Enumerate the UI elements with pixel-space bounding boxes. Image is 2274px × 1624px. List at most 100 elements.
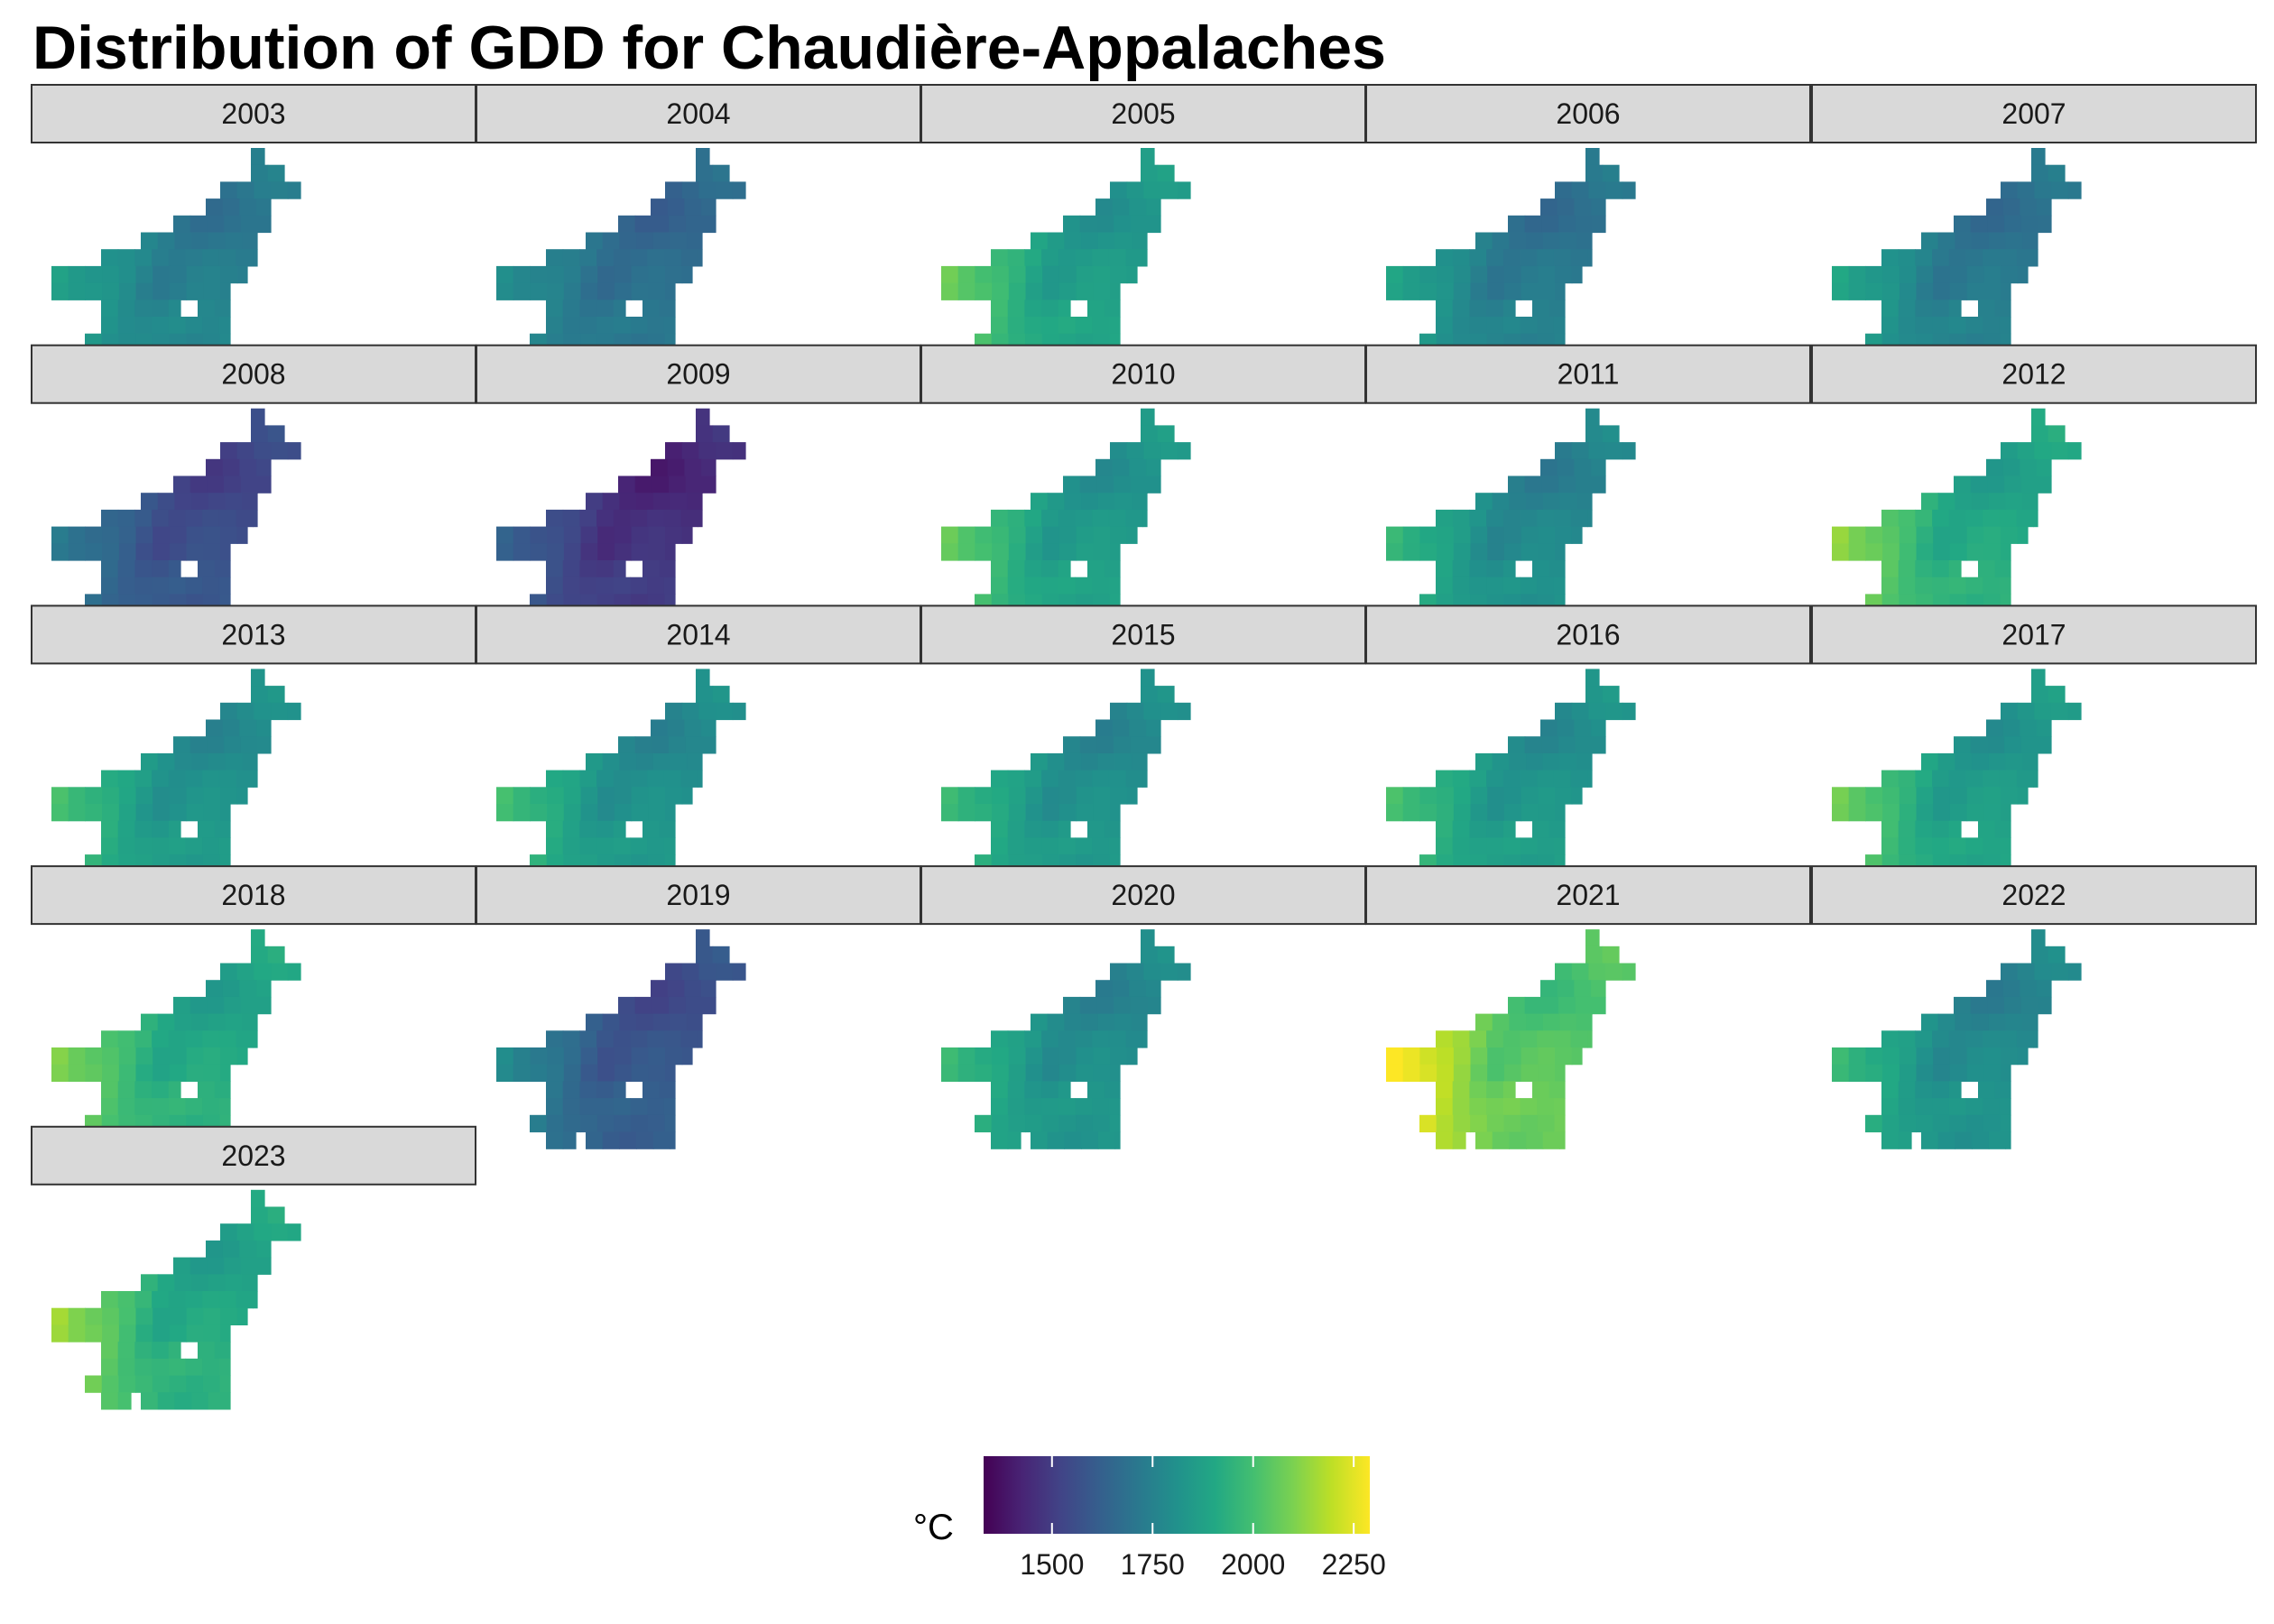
heatmap-cell <box>1093 1064 1111 1082</box>
heatmap-cell <box>218 770 237 788</box>
heatmap-cell <box>135 1307 153 1325</box>
heatmap-cell <box>1898 300 1916 318</box>
heatmap-cell <box>1509 232 1527 250</box>
heatmap-cell <box>1075 249 1093 267</box>
heatmap-cell <box>1542 1013 1561 1031</box>
heatmap-cell <box>1097 752 1116 771</box>
heatmap-cell <box>1622 963 1636 981</box>
heatmap-cell <box>1986 458 2004 477</box>
heatmap-cell <box>2031 164 2049 182</box>
heatmap-cell <box>1999 1030 2018 1048</box>
heatmap-cell <box>696 164 714 182</box>
facet-strip-label: 2008 <box>221 358 285 391</box>
heatmap-cell <box>1520 509 1538 528</box>
heatmap-cell <box>1141 686 1159 704</box>
heatmap-cell <box>1999 1098 2011 1116</box>
heatmap-cell <box>2051 702 2069 721</box>
heatmap-cell <box>597 1047 615 1066</box>
heatmap-cell <box>224 1257 242 1275</box>
heatmap-cell <box>251 148 265 166</box>
heatmap-cell <box>1972 1131 1990 1149</box>
heatmap-cell <box>1571 963 1589 981</box>
heatmap-cell <box>1591 980 1606 998</box>
heatmap-cell <box>214 1342 231 1360</box>
heatmap-cell <box>562 1098 580 1116</box>
heatmap-cell <box>202 837 220 855</box>
heatmap-cell <box>251 669 265 687</box>
heatmap-cell <box>1999 770 2018 788</box>
facet-strip-label: 2022 <box>2001 879 2066 911</box>
heatmap-cell <box>1524 215 1542 234</box>
heatmap-cell <box>1983 770 2001 788</box>
facet-strip-label: 2011 <box>1558 358 1620 391</box>
heatmap-cell <box>648 282 666 300</box>
heatmap-cell <box>1076 1114 1094 1133</box>
heatmap-cell <box>169 787 188 805</box>
heatmap-cell <box>1024 317 1042 335</box>
heatmap-cell <box>665 1047 683 1066</box>
heatmap-cell <box>1095 719 1114 737</box>
heatmap-cell <box>271 1223 289 1241</box>
heatmap-cell <box>1058 804 1077 822</box>
heatmap-cell <box>102 282 120 300</box>
heatmap-cell <box>224 736 242 754</box>
heatmap-cell <box>1571 1047 1583 1066</box>
heatmap-cell <box>670 232 688 250</box>
heatmap-cell <box>1469 560 1487 578</box>
heatmap-cell <box>1932 317 1950 335</box>
heatmap-cell <box>168 560 181 578</box>
heatmap-cell <box>563 265 582 284</box>
heatmap-cell <box>1965 1098 1983 1116</box>
heatmap-cell <box>1537 509 1555 528</box>
heatmap-cell <box>513 787 531 805</box>
heatmap-cell <box>173 475 191 494</box>
heatmap-cell <box>665 804 676 822</box>
heatmap-cell <box>1898 820 1916 838</box>
heatmap-cell <box>1146 719 1161 737</box>
heatmap-cell <box>152 770 170 788</box>
heatmap-cell <box>596 1081 615 1099</box>
heatmap-cell <box>168 509 187 528</box>
heatmap-cell <box>1469 1098 1487 1116</box>
heatmap-cell <box>101 1098 119 1116</box>
heatmap-cell <box>680 509 698 528</box>
heatmap-cell <box>1025 1064 1043 1082</box>
heatmap-cell <box>1087 300 1105 318</box>
heatmap-cell <box>1865 1114 1883 1133</box>
heatmap-cell <box>1469 577 1487 595</box>
heatmap-cell <box>169 526 188 544</box>
heatmap-cell <box>153 265 171 284</box>
heatmap-cell <box>251 686 269 704</box>
heatmap-cell <box>202 1375 221 1393</box>
heatmap-cell <box>1058 1064 1077 1082</box>
heatmap-cell <box>1540 458 1558 477</box>
heatmap-cell <box>218 577 231 595</box>
heatmap-cell <box>665 181 683 199</box>
heatmap-cell <box>1097 1013 1116 1031</box>
heatmap-cell <box>702 215 716 234</box>
heatmap-cell <box>1574 719 1592 737</box>
heatmap-cell <box>1881 509 1900 528</box>
heatmap-cell <box>630 317 648 335</box>
heatmap-cell <box>1932 249 1950 267</box>
heatmap-cell <box>586 752 604 771</box>
heatmap-cell <box>1587 249 1593 267</box>
heatmap-cell <box>1108 1030 1127 1048</box>
heatmap-cell <box>1520 770 1538 788</box>
heatmap-cell <box>135 1375 153 1393</box>
heatmap-cell <box>220 804 231 822</box>
heatmap-cell <box>1987 215 2005 234</box>
heatmap-cell <box>992 1064 1010 1082</box>
heatmap-cell <box>602 232 620 250</box>
heatmap-cell <box>118 543 137 561</box>
heatmap-cell <box>68 526 86 544</box>
heatmap-cell <box>135 1324 153 1343</box>
heatmap-cell <box>1157 946 1175 964</box>
heatmap-cell <box>1553 770 1572 788</box>
heatmap-cell <box>253 509 258 528</box>
heatmap-cell <box>957 787 975 805</box>
heatmap-cell <box>1881 837 1900 855</box>
heatmap-cell <box>2037 719 2052 737</box>
heatmap-cell <box>141 493 159 511</box>
heatmap-cell <box>190 1257 208 1275</box>
